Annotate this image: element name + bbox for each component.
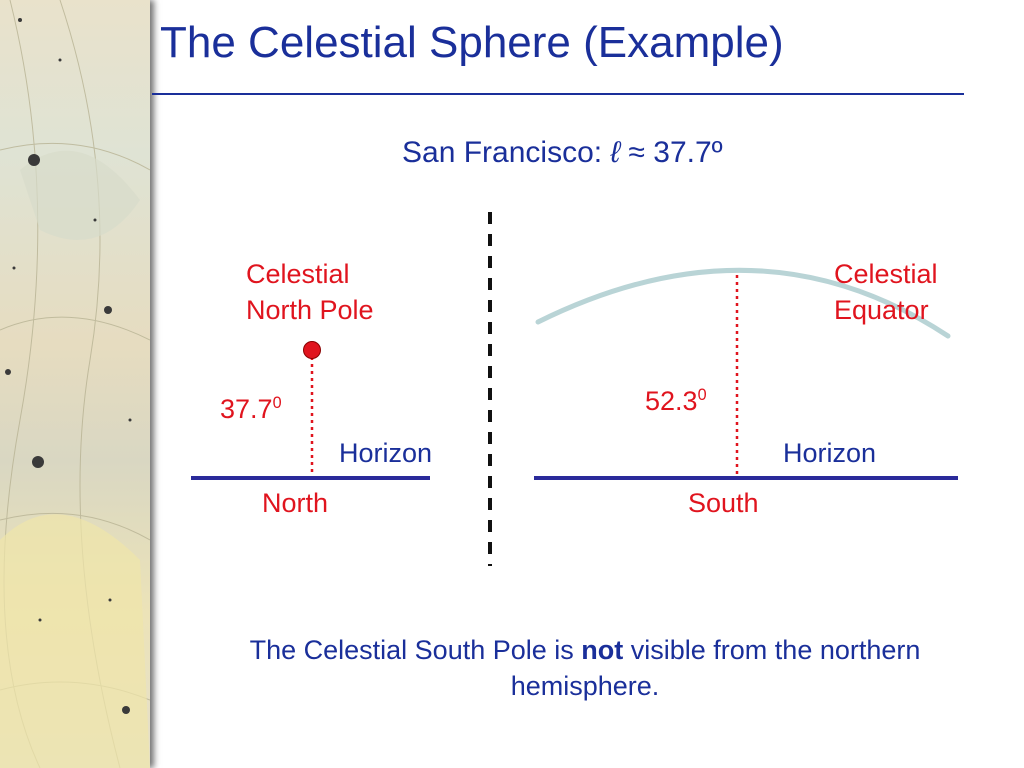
- north-direction-label: North: [262, 488, 329, 518]
- north-angle-unit: 0: [272, 394, 282, 412]
- south-angle-label: 52.30: [645, 386, 707, 417]
- pole-label-line2: North Pole: [246, 295, 374, 325]
- slide-title: The Celestial Sphere (Example): [160, 18, 784, 67]
- location-latitude: San Francisco: ℓ ≈ 37.7º: [402, 136, 723, 170]
- celestial-equator-arc: [535, 267, 951, 339]
- star-map-illustration: [0, 0, 150, 768]
- title-underline: [152, 93, 964, 95]
- south-direction-label: South: [688, 488, 759, 518]
- south-angle-value: 52.3: [645, 386, 698, 416]
- star-icon: [122, 706, 130, 714]
- star-map-sidebar: [0, 0, 150, 768]
- caption-text-after: visible from the northern hemisphere.: [510, 635, 921, 701]
- location-label: San Francisco:: [402, 136, 603, 169]
- equator-label: Celestial Equator: [834, 256, 938, 328]
- star-icon: [104, 306, 112, 314]
- celestial-north-pole-dot: [303, 341, 321, 359]
- latitude-value: ≈ 37.7º: [628, 136, 723, 169]
- north-angle-value: 37.7: [220, 394, 273, 424]
- south-angle-unit: 0: [697, 386, 707, 404]
- north-angle-label: 37.70: [220, 394, 282, 425]
- caption: The Celestial South Pole is not visible …: [200, 632, 970, 704]
- caption-text-before: The Celestial South Pole is: [249, 635, 582, 665]
- equator-label-line2: Equator: [834, 295, 929, 325]
- south-horizon-label: Horizon: [783, 438, 877, 468]
- star-icon: [32, 456, 44, 468]
- equator-label-line1: Celestial: [834, 259, 938, 289]
- pole-label-line1: Celestial: [246, 259, 350, 289]
- latitude-symbol: ℓ: [610, 136, 621, 169]
- caption-emphasis: not: [581, 635, 624, 665]
- star-icon: [28, 154, 40, 166]
- north-horizon-label: Horizon: [339, 438, 433, 468]
- pole-label: Celestial North Pole: [246, 256, 374, 328]
